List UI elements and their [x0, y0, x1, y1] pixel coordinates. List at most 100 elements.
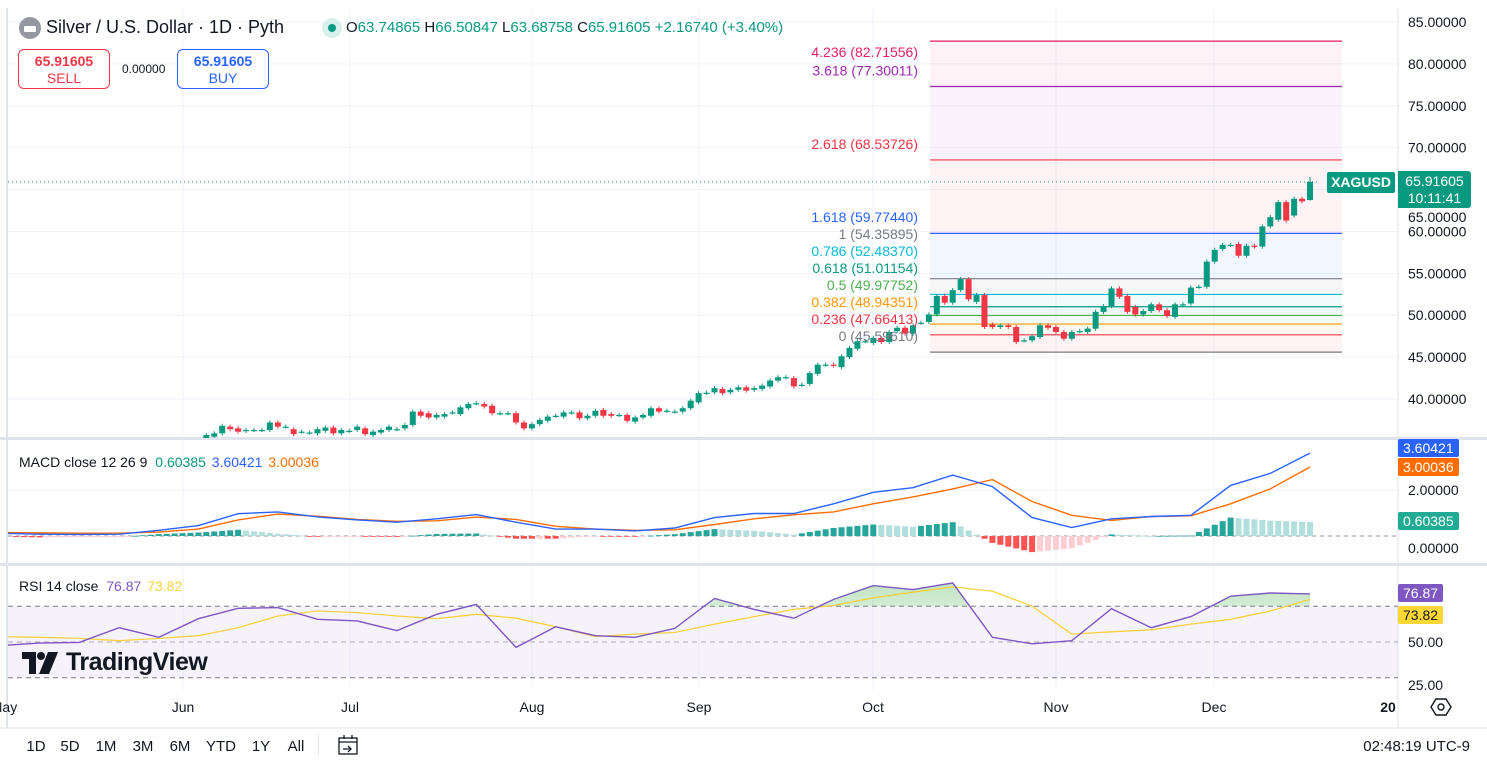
candle[interactable] — [1275, 200, 1282, 222]
candle[interactable] — [211, 431, 218, 439]
candle[interactable] — [902, 325, 909, 336]
candle[interactable] — [894, 325, 901, 334]
candle[interactable] — [1251, 243, 1258, 249]
candle[interactable] — [1164, 308, 1171, 319]
candle[interactable] — [917, 320, 924, 325]
candle[interactable] — [1060, 329, 1067, 341]
candle[interactable] — [1116, 286, 1123, 299]
candle[interactable] — [957, 277, 964, 293]
candle[interactable] — [735, 385, 742, 392]
candle[interactable] — [1108, 286, 1115, 309]
candle[interactable] — [560, 410, 567, 419]
candle[interactable] — [1068, 329, 1075, 341]
range-5d-button[interactable]: 5D — [60, 738, 80, 755]
candle[interactable] — [203, 432, 210, 442]
candle[interactable] — [878, 335, 885, 345]
candle[interactable] — [227, 424, 234, 432]
candle[interactable] — [1021, 338, 1028, 343]
fib-retracement[interactable] — [930, 40, 1342, 353]
candle[interactable] — [608, 411, 615, 418]
candle[interactable] — [1148, 302, 1155, 314]
candle[interactable] — [282, 424, 289, 429]
candle[interactable] — [330, 425, 337, 436]
candle[interactable] — [806, 370, 813, 387]
candle[interactable] — [314, 427, 321, 436]
candle[interactable] — [1076, 329, 1083, 334]
rsi-legend[interactable]: RSI 14 close 76.87 73.82 — [19, 578, 182, 594]
settings-hexagon-icon[interactable] — [1430, 697, 1452, 722]
candle[interactable] — [671, 409, 678, 414]
candle[interactable] — [1299, 196, 1306, 204]
candle[interactable] — [1052, 324, 1059, 335]
calendar-goto-icon[interactable] — [337, 734, 359, 760]
candle[interactable] — [457, 405, 464, 417]
clock-timezone[interactable]: 02:48:19 UTC-9 — [1363, 738, 1470, 755]
candle[interactable] — [393, 427, 400, 432]
candle[interactable] — [1227, 242, 1234, 247]
candle[interactable] — [1187, 285, 1194, 306]
pane-separator[interactable] — [0, 563, 1487, 566]
candle[interactable] — [965, 277, 972, 302]
candle[interactable] — [354, 424, 361, 433]
candle[interactable] — [401, 422, 408, 431]
candle[interactable] — [536, 417, 543, 427]
candle[interactable] — [489, 403, 496, 416]
tradingview-logo[interactable]: TradingView — [22, 648, 208, 677]
candle[interactable] — [1259, 224, 1266, 249]
candle[interactable] — [306, 430, 313, 435]
candle[interactable] — [568, 410, 575, 415]
candle[interactable] — [759, 383, 766, 392]
candle[interactable] — [481, 401, 488, 409]
candle[interactable] — [266, 420, 273, 433]
candle[interactable] — [822, 362, 829, 367]
candle[interactable] — [632, 415, 639, 424]
sell-button[interactable]: 65.91605 SELL — [18, 49, 110, 89]
candle[interactable] — [362, 426, 369, 437]
candle[interactable] — [584, 413, 591, 421]
candle[interactable] — [544, 414, 551, 423]
candle[interactable] — [854, 339, 861, 351]
candle[interactable] — [1307, 176, 1313, 201]
macd-pane[interactable] — [0, 452, 1398, 553]
candle[interactable] — [727, 387, 734, 395]
candle[interactable] — [989, 322, 996, 330]
candle[interactable] — [814, 362, 821, 376]
range-1m-button[interactable]: 1M — [95, 738, 117, 755]
candle[interactable] — [997, 323, 1004, 330]
candle[interactable] — [798, 382, 805, 387]
candle[interactable] — [790, 375, 797, 389]
candle[interactable] — [949, 288, 956, 305]
range-3m-button[interactable]: 3M — [132, 738, 154, 755]
candle[interactable] — [385, 424, 392, 433]
candle[interactable] — [1100, 303, 1107, 314]
candle[interactable] — [981, 293, 988, 330]
candle[interactable] — [687, 398, 694, 411]
rsi-pane[interactable] — [0, 582, 1398, 679]
pane-separator[interactable] — [0, 437, 1487, 440]
candle[interactable] — [1140, 308, 1147, 317]
candle[interactable] — [576, 410, 583, 421]
candle[interactable] — [719, 386, 726, 396]
candle[interactable] — [751, 386, 758, 392]
candle[interactable] — [1179, 302, 1186, 307]
candles[interactable] — [203, 176, 1313, 442]
candle[interactable] — [592, 408, 599, 418]
macd-line[interactable] — [0, 452, 1311, 536]
candle[interactable] — [513, 411, 519, 425]
candle[interactable] — [1195, 284, 1202, 289]
candle[interactable] — [1044, 323, 1051, 330]
candle[interactable] — [290, 427, 297, 437]
candle[interactable] — [1211, 247, 1218, 264]
range-ytd-button[interactable]: YTD — [206, 738, 236, 755]
candle[interactable] — [322, 425, 329, 433]
candle[interactable] — [1235, 241, 1242, 258]
rsi-line[interactable] — [0, 582, 1311, 649]
candle[interactable] — [695, 391, 702, 405]
candle[interactable] — [1203, 259, 1210, 289]
candle[interactable] — [1243, 243, 1250, 258]
candle[interactable] — [1172, 302, 1179, 320]
candle[interactable] — [910, 323, 916, 336]
candle[interactable] — [886, 329, 893, 345]
candle[interactable] — [505, 411, 512, 416]
